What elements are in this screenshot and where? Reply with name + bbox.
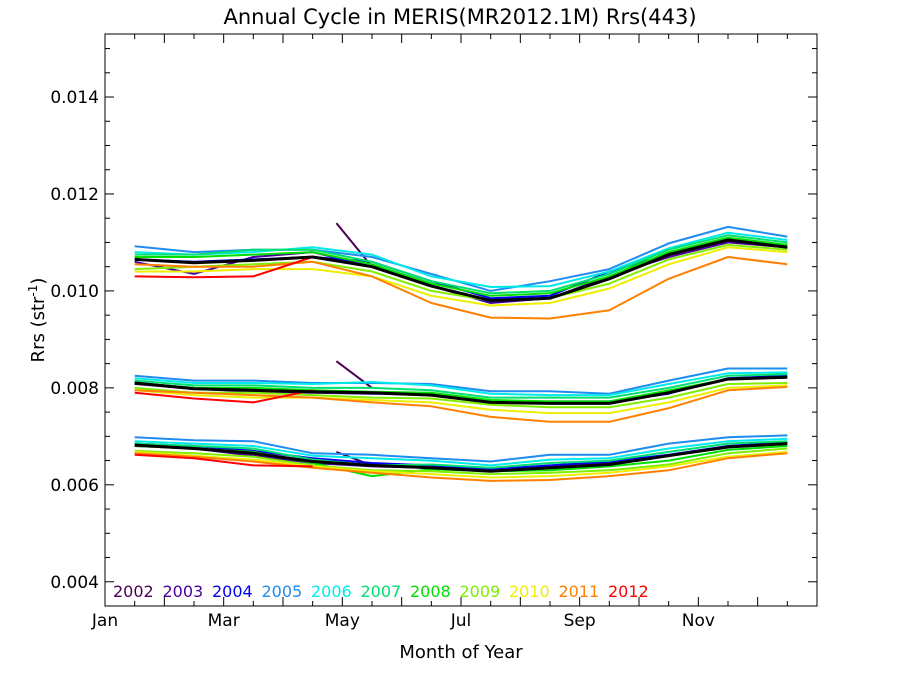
y-tick-label: 0.010 [50,282,99,302]
y-axis-label-suffix: ) [28,278,49,285]
series-2007-lower-line [134,440,788,469]
series-2007-middle-line [134,373,788,399]
series-2010-middle-line [134,384,788,415]
legend-item-2007: 2007 [361,582,402,601]
series-2009-middle-line [134,382,788,409]
series-2006-lower-line [134,437,788,467]
legend-item-2010: 2010 [509,582,550,601]
x-tick-label: Jan [91,611,118,631]
series-2005-lower-line [134,434,788,463]
legend-item-2008: 2008 [410,582,451,601]
series-2011-upper-line [134,256,788,320]
legend-item-2003: 2003 [163,582,204,601]
mean-upper-line [134,238,788,303]
legend-item-2009: 2009 [460,582,501,601]
y-tick-label: 0.014 [50,88,99,108]
series-2010-upper-line [134,246,788,307]
series-2011-lower-line [134,452,788,482]
x-tick-label: Sep [564,611,596,631]
x-axis-label: Month of Year [399,642,523,663]
y-axis-label-main: Rrs (str [28,296,49,362]
legend-item-2006: 2006 [311,582,352,601]
series-2012-upper-line [134,256,314,279]
series-2010-lower-line [134,450,788,479]
axis-ticks [104,34,818,607]
series-lines [134,222,788,482]
legend-item-2011: 2011 [559,582,600,601]
y-axis-label-exponent: -1 [26,285,40,297]
x-tick-label: May [325,611,360,631]
series-2009-upper-line [134,243,788,302]
series-2007-upper-line [134,234,788,295]
series-2006-middle-line [134,371,788,397]
chart-title: Annual Cycle in MERIS(MR2012.1M) Rrs(443… [223,5,696,29]
legend-item-2012: 2012 [608,582,649,601]
y-tick-label: 0.004 [50,573,99,593]
series-2006-upper-line [134,231,788,288]
series-2011-middle-line [134,385,788,423]
series-2012-lower-line [134,453,313,468]
legend-item-2002: 2002 [113,582,154,601]
legend-item-2005: 2005 [262,582,303,601]
mean-lower-line [134,442,788,473]
series-2008-upper-line [134,236,788,297]
y-axis-label: Rrs (str-1) [26,278,49,363]
x-tick-label: Nov [682,611,715,631]
series-2002-upper-line [335,222,373,268]
plot-area [104,33,818,607]
y-tick-label: 0.006 [50,476,99,496]
legend: 2002 2003 2004 2005 2006 2007 2008 2009 2010 2011… [113,582,649,601]
x-tick-label: Jul [450,611,472,631]
series-2005-middle-line [134,367,788,395]
series-2008-middle-line [134,376,788,403]
mean-middle-line [134,375,788,405]
x-tick-labels: Jan Mar May Jul Sep Nov [91,611,715,631]
y-tick-labels: 0.004 0.006 0.008 0.010 0.012 0.014 [50,88,99,593]
y-tick-label: 0.008 [50,379,99,399]
series-2012-middle-line [134,389,313,404]
legend-item-2004: 2004 [212,582,253,601]
x-tick-label: Mar [208,611,240,631]
y-tick-label: 0.012 [50,185,99,205]
series-2009-lower-line [134,447,788,476]
